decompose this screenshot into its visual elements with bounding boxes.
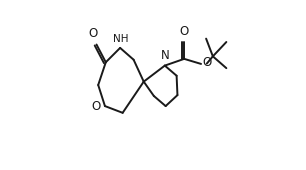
- Text: O: O: [202, 56, 212, 69]
- Text: O: O: [89, 27, 98, 40]
- Text: NH: NH: [113, 34, 128, 44]
- Text: N: N: [161, 49, 170, 62]
- Text: O: O: [180, 25, 189, 38]
- Text: O: O: [91, 100, 100, 113]
